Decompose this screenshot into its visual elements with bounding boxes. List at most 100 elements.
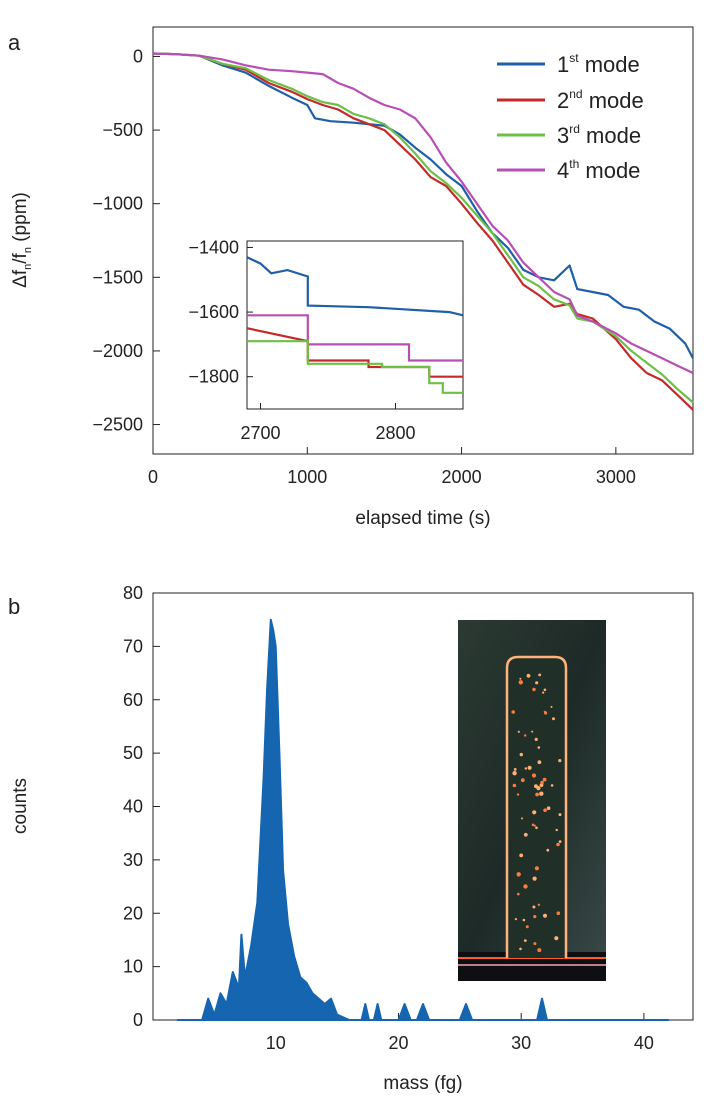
legend-item-mode-3: 3rd mode [497, 122, 641, 148]
particle [512, 771, 517, 776]
y-tick-label: 40 [123, 797, 143, 817]
particle [523, 832, 528, 837]
inset-x-tick-label: 2800 [375, 423, 415, 443]
series-line-mode-1 [152, 52, 694, 359]
inset-y-ticks: −1400 −1600 −1800 [188, 237, 253, 387]
panel-b-y-ticks: 0 10 20 30 40 50 60 70 80 [123, 583, 160, 1030]
particle [546, 806, 551, 810]
particle [519, 853, 524, 858]
panel-a-inset: −1400 −1600 −1800 2700 2800 [188, 237, 464, 443]
particle [523, 939, 527, 942]
particle [527, 765, 532, 770]
legend-label-mode-2: 2nd mode [557, 87, 644, 113]
particle [519, 947, 522, 951]
inset-series [246, 256, 464, 394]
inset-series-line [246, 256, 464, 317]
inset-x-ticks: 2700 2800 [240, 403, 416, 443]
particle [531, 730, 534, 733]
particle [558, 759, 562, 763]
panel-b-y-axis-title: counts [10, 778, 31, 834]
inset-frame [246, 240, 464, 410]
particle [543, 710, 547, 714]
y-tick-label: 20 [123, 903, 143, 923]
panel-b-x-ticks: 10 20 30 40 [266, 1013, 654, 1053]
particle [540, 780, 544, 785]
particle [531, 773, 537, 778]
channel-outline [505, 655, 568, 958]
particle [532, 810, 537, 815]
particle [516, 793, 520, 796]
panel-a-y-ticks: 0 −500 −1000 −1500 −2000 −2500 [92, 46, 160, 435]
panel-b-histogram [176, 618, 670, 1021]
particle [537, 903, 541, 906]
y-tick-label: 50 [123, 743, 143, 763]
microchannel-photo [458, 620, 606, 981]
particle [521, 817, 523, 820]
particle [550, 784, 554, 787]
panel-b-letter: b [8, 594, 20, 619]
particle [552, 717, 555, 721]
y-tick-label: −2000 [92, 341, 143, 361]
y-tick-label: 0 [133, 46, 143, 66]
particle [519, 677, 522, 680]
particle [556, 911, 561, 915]
panel-a-plot-frame [152, 26, 694, 455]
panel-b: b 0 10 20 30 40 50 60 70 80 10 20 30 40 mass (fg) c… [8, 583, 694, 1094]
y-tick-label: 70 [123, 636, 143, 656]
particle [543, 913, 547, 918]
panel-a-legend: 1st mode 2nd mode 3rd mode 4th mode [497, 51, 644, 183]
legend-item-mode-1: 1st mode [497, 51, 640, 77]
panel-a: a 0 −500 −1000 −1500 −2000 −2500 0 1000 2000 300… [8, 26, 694, 529]
y-tick-label: 10 [123, 957, 143, 977]
particle [520, 778, 525, 783]
particle [543, 688, 547, 692]
particle [532, 876, 537, 881]
legend-label-mode-4: 4th mode [557, 157, 640, 183]
particle [535, 792, 539, 797]
inset-y-tick-label: −1400 [188, 237, 239, 257]
panel-a-series [152, 52, 694, 411]
panel-b-x-axis-title: mass (fg) [383, 1073, 462, 1094]
particle [558, 813, 562, 817]
particle [512, 783, 517, 788]
y-tick-label: 30 [123, 850, 143, 870]
y-tick-label: −1000 [92, 194, 143, 214]
legend-label-mode-3: 3rd mode [557, 122, 641, 148]
particle [542, 777, 547, 782]
panel-a-x-axis-title: elapsed time (s) [355, 508, 490, 529]
particle [523, 884, 528, 889]
particle [535, 826, 538, 830]
y-tick-label: −1500 [92, 267, 143, 287]
particle [517, 730, 520, 733]
particle [519, 752, 523, 757]
particle [555, 828, 558, 832]
particle [511, 710, 515, 714]
inset-y-tick-label: −1800 [188, 367, 239, 387]
y-tick-label: −2500 [92, 415, 143, 435]
particle [536, 786, 541, 791]
particle [533, 915, 537, 919]
x-tick-label: 10 [266, 1033, 286, 1053]
x-tick-label: 3000 [596, 467, 636, 487]
inset-series-line [247, 340, 463, 394]
x-tick-label: 40 [634, 1033, 654, 1053]
series-line-mode-3 [152, 52, 694, 404]
particle [531, 823, 535, 827]
particle [518, 680, 523, 685]
mass-distribution-area [176, 618, 670, 1021]
x-tick-label: 2000 [442, 467, 482, 487]
particle [524, 734, 527, 737]
y-tick-label: 60 [123, 690, 143, 710]
particle [522, 918, 526, 922]
x-tick-label: 20 [388, 1033, 408, 1053]
panel-a-y-axis-title: Δfn/fn (ppm) [10, 192, 34, 288]
series-line-mode-4 [152, 52, 694, 374]
panel-a-letter: a [8, 30, 21, 55]
particle [517, 892, 520, 896]
particle [537, 746, 541, 749]
particle [534, 737, 538, 742]
inset-y-tick-label: −1600 [188, 302, 239, 322]
particle [537, 760, 542, 765]
particle [535, 681, 539, 685]
